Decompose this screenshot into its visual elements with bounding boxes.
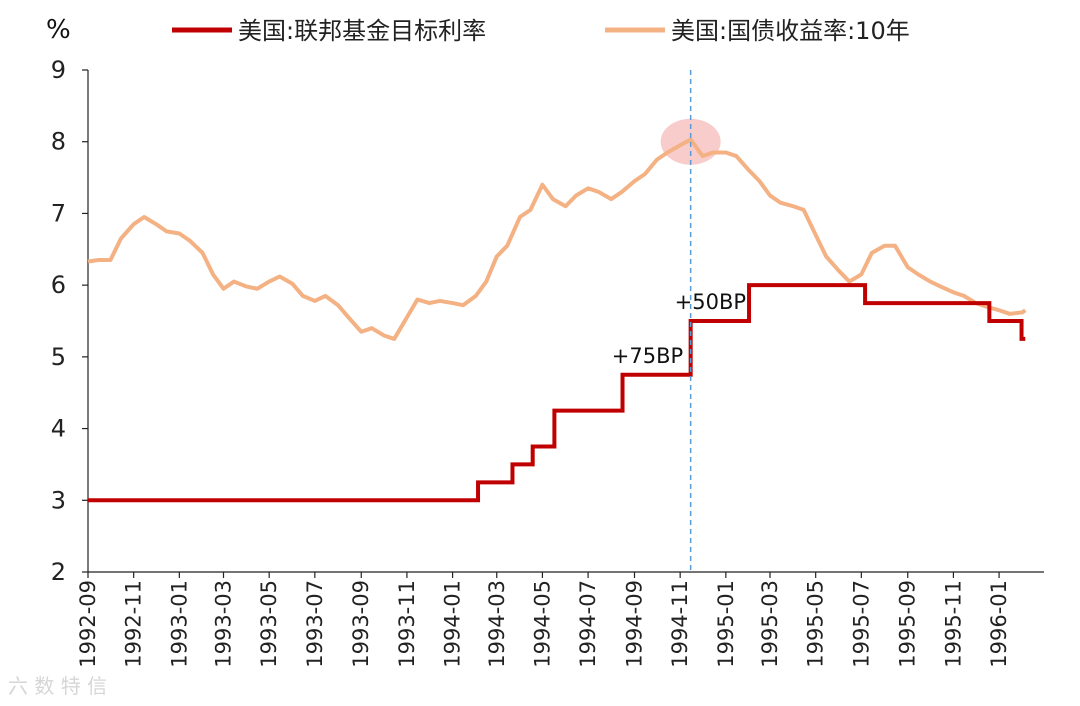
y-tick-label: 9 xyxy=(51,56,66,84)
x-tick-label: 1995-03 xyxy=(758,580,782,668)
y-tick-label: 4 xyxy=(51,415,66,443)
legend-label-fed-funds: 美国:联邦基金目标利率 xyxy=(238,17,486,45)
x-tick-label: 1995-11 xyxy=(941,580,965,668)
annotation-label: +75BP xyxy=(612,344,683,368)
y-tick-label: 5 xyxy=(51,343,66,371)
x-tick-label: 1994-01 xyxy=(441,580,465,668)
y-tick-label: 7 xyxy=(51,199,66,227)
annotation-layer: +75BP +50BP xyxy=(612,290,746,368)
x-tick-label: 1994-11 xyxy=(668,580,692,668)
x-tick-label: 1993-07 xyxy=(303,580,327,668)
x-tick-label: 1995-09 xyxy=(896,580,920,668)
x-tick-label: 1995-07 xyxy=(849,580,873,668)
y-axis-ticks: 9 8 7 6 5 4 3 2 xyxy=(51,56,88,586)
x-tick-label: 1994-09 xyxy=(622,580,646,668)
legend-label-treasury-10y: 美国:国债收益率:10年 xyxy=(671,17,910,45)
x-axis-ticks: 1992-09 1992-11 1993-01 1993-03 1993-05 1993-… xyxy=(76,572,1011,668)
x-tick-label: 1996-01 xyxy=(987,580,1011,668)
legend: 美国:联邦基金目标利率 美国:国债收益率:10年 xyxy=(172,17,910,45)
x-tick-label: 1993-11 xyxy=(395,580,419,668)
x-tick-label: 1994-03 xyxy=(485,580,509,668)
x-tick-label: 1994-07 xyxy=(576,580,600,668)
chart-canvas: 98765432 1992-09 1992-11 1993-01 1993-03 199… xyxy=(0,0,1080,706)
y-tick-label: 8 xyxy=(51,128,66,156)
y-tick-label: 2 xyxy=(51,558,66,586)
y-tick-label: 3 xyxy=(51,486,66,514)
x-tick-label: 1992-09 xyxy=(76,580,100,668)
series-line-fed-funds-rate xyxy=(88,285,1025,500)
x-tick-label: 1993-05 xyxy=(257,580,281,668)
annotation-label: +50BP xyxy=(675,290,746,314)
x-tick-label: 1995-01 xyxy=(714,580,738,668)
y-tick-label: 6 xyxy=(51,271,66,299)
x-tick-label: 1993-01 xyxy=(167,580,191,668)
series-layer xyxy=(88,140,1025,501)
series-line-treasury-10y xyxy=(88,140,1025,339)
x-tick-label: 1993-09 xyxy=(349,580,373,668)
x-tick-label: 1993-03 xyxy=(212,580,236,668)
x-tick-label: 1994-05 xyxy=(530,580,554,668)
y-unit-label: % xyxy=(46,15,71,45)
x-tick-label: 1992-11 xyxy=(122,580,146,668)
watermark: 六 数 特 信 xyxy=(8,670,107,699)
axes xyxy=(88,70,1044,572)
x-tick-label: 1995-05 xyxy=(804,580,828,668)
